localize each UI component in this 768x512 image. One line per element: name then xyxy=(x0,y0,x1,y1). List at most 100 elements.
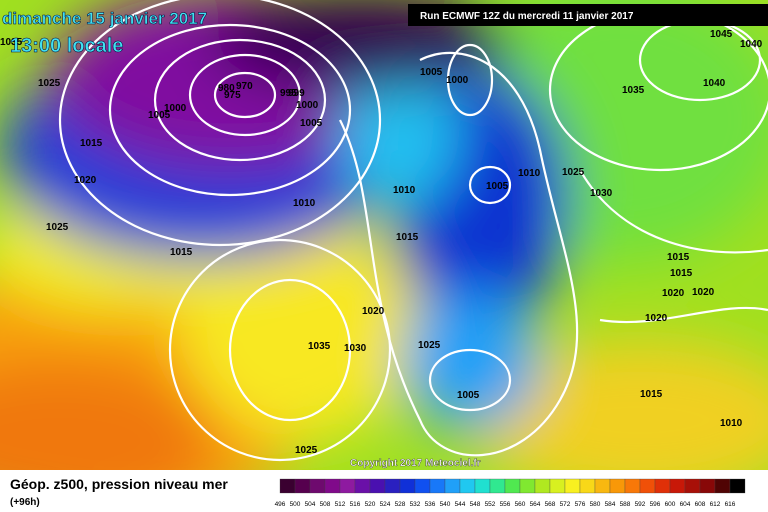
scale-swatch xyxy=(594,478,611,494)
scale-label: 596 xyxy=(650,501,661,508)
scale-swatch xyxy=(294,478,311,494)
scale-label: 540 xyxy=(440,501,451,508)
scale-label: 600 xyxy=(665,501,676,508)
isobar-label: 1005 xyxy=(486,181,509,192)
isobar-label: 1030 xyxy=(590,188,613,199)
scale-label: 604 xyxy=(680,501,691,508)
lead-time: (+96h) xyxy=(10,497,40,508)
scale-label: 576 xyxy=(575,501,586,508)
isobar-label: 1000 xyxy=(296,100,319,111)
scale-label: 564 xyxy=(530,501,541,508)
run-box xyxy=(408,4,768,26)
isobar-label: 1025 xyxy=(295,445,318,456)
isobar-label: 1000 xyxy=(446,75,469,86)
isobar-label: 1020 xyxy=(362,306,385,317)
scale-swatch xyxy=(354,478,371,494)
scale-label: 512 xyxy=(335,501,346,508)
isobar-label: 999 xyxy=(288,88,305,99)
isobar-label: 1015 xyxy=(640,389,663,400)
scale-label: 568 xyxy=(545,501,556,508)
isobar-label: 1010 xyxy=(518,168,541,179)
scale-swatch xyxy=(459,478,476,494)
scale-label: 584 xyxy=(605,501,616,508)
scale-swatch xyxy=(534,478,551,494)
map-time: 13:00 locale xyxy=(10,35,123,57)
isobar-label: 1040 xyxy=(740,39,763,50)
scale-swatch xyxy=(729,478,746,494)
isobar-label: 1030 xyxy=(344,343,367,354)
scale-swatch xyxy=(339,478,356,494)
scale-swatch xyxy=(549,478,566,494)
isobar-label: 1005 xyxy=(457,390,480,401)
scale-swatch xyxy=(714,478,731,494)
field-title: Géop. z500, pression niveau mer xyxy=(10,476,228,492)
scale-label: 496 xyxy=(275,501,286,508)
isobar-label: 1020 xyxy=(692,287,715,298)
scale-label: 580 xyxy=(590,501,601,508)
isobar-label: 1010 xyxy=(393,185,416,196)
isobar-label: 1000 xyxy=(164,103,187,114)
isobar-label: 1015 xyxy=(396,232,419,243)
isobar-label: 1015 xyxy=(170,247,193,258)
copyright: Copyright 2017 Meteociel.fr xyxy=(350,458,481,469)
scale-label: 548 xyxy=(470,501,481,508)
scale-swatch xyxy=(579,478,596,494)
scale-label: 504 xyxy=(305,501,316,508)
isobar-label: 1010 xyxy=(720,418,743,429)
isobar-label: 980 xyxy=(218,83,235,94)
scale-swatch xyxy=(504,478,521,494)
isobar-label: 1005 xyxy=(300,118,323,129)
isobar-label: 1005 xyxy=(148,110,171,121)
scale-label: 612 xyxy=(710,501,721,508)
scale-swatch xyxy=(489,478,506,494)
color-scale: 496 500 504 508 512 516 520 524 528 532 536 540 544 5… xyxy=(275,478,746,508)
isobar-label: 1015 xyxy=(667,252,690,263)
scale-swatch xyxy=(669,478,686,494)
scale-swatch xyxy=(684,478,701,494)
scale-label: 572 xyxy=(560,501,571,508)
scale-label: 616 xyxy=(725,501,736,508)
isobar-label: 1035 xyxy=(622,85,645,96)
isobar-label: 1020 xyxy=(74,175,97,186)
scale-label: 516 xyxy=(350,501,361,508)
map-date: dimanche 15 janvier 2017 xyxy=(2,9,207,28)
scale-swatch xyxy=(369,478,386,494)
scale-label: 528 xyxy=(395,501,406,508)
scale-swatch xyxy=(654,478,671,494)
scale-label: 552 xyxy=(485,501,496,508)
isobar-label: 975 xyxy=(224,90,241,101)
scale-swatch xyxy=(399,478,416,494)
isobar-label: 1020 xyxy=(645,313,668,324)
isobar-label: 1035 xyxy=(308,341,331,352)
scale-label: 544 xyxy=(455,501,466,508)
scale-label: 556 xyxy=(500,501,511,508)
isobar-label: 1025 xyxy=(562,167,585,178)
isobar-label: 1025 xyxy=(418,340,441,351)
scale-label: 588 xyxy=(620,501,631,508)
isobar-label: 1015 xyxy=(670,268,693,279)
isobar-label: 1035 xyxy=(0,37,23,48)
scale-label: 532 xyxy=(410,501,421,508)
scale-swatch xyxy=(414,478,431,494)
scale-swatch xyxy=(519,478,536,494)
isobar-label: 1005 xyxy=(420,67,443,78)
isobar-label: 1025 xyxy=(46,222,69,233)
isobar-label: 1020 xyxy=(662,288,685,299)
scale-swatch xyxy=(564,478,581,494)
scale-label: 524 xyxy=(380,501,391,508)
scale-label: 608 xyxy=(695,501,706,508)
isobar-label: 1045 xyxy=(710,29,733,40)
scale-swatch xyxy=(279,478,296,494)
isobar-label: 1015 xyxy=(80,138,103,149)
isobar-label: 1040 xyxy=(703,78,726,89)
scale-swatch xyxy=(639,478,656,494)
scale-label: 536 xyxy=(425,501,436,508)
scale-label: 508 xyxy=(320,501,331,508)
run-info: Run ECMWF 12Z du mercredi 11 janvier 201… xyxy=(420,11,634,22)
scale-swatch xyxy=(384,478,401,494)
scale-label: 592 xyxy=(635,501,646,508)
scale-swatch xyxy=(624,478,641,494)
isobar-label: 1010 xyxy=(293,198,316,209)
